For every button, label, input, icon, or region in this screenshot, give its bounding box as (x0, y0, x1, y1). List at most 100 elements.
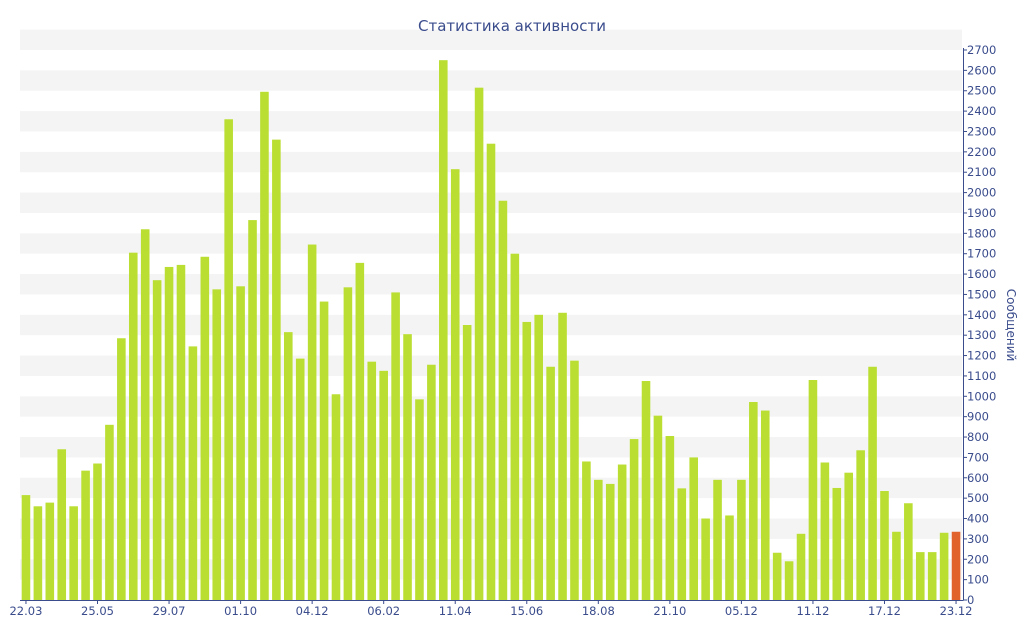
bar[interactable] (510, 253, 520, 600)
y-tick-label: 600 (967, 471, 989, 485)
bar[interactable] (570, 360, 579, 600)
bar[interactable] (558, 312, 567, 600)
bar[interactable] (152, 280, 162, 600)
bar[interactable] (188, 346, 198, 600)
y-tick-label: 100 (967, 573, 989, 587)
bar[interactable] (880, 491, 889, 600)
bar[interactable] (450, 169, 460, 600)
x-tick-label: 22.03 (9, 604, 42, 618)
bar[interactable] (295, 358, 305, 600)
bar[interactable] (474, 87, 484, 601)
bar[interactable] (927, 552, 937, 600)
y-tick-label: 1800 (967, 226, 996, 240)
bar[interactable] (796, 533, 806, 600)
bar[interactable] (725, 515, 734, 600)
bar[interactable] (617, 464, 627, 600)
y-axis: 0 100 200 300 400 500 600 700 800 900 1000 1100 1200… (963, 43, 996, 607)
bar[interactable] (856, 450, 865, 600)
bar[interactable] (737, 479, 746, 600)
bar[interactable] (760, 410, 770, 600)
bar[interactable] (307, 244, 317, 600)
y-tick-label: 700 (967, 450, 989, 464)
bar[interactable] (546, 366, 555, 600)
bar[interactable] (653, 415, 663, 600)
bar[interactable] (283, 332, 293, 600)
bar[interactable] (439, 60, 448, 601)
bar[interactable] (81, 470, 90, 600)
bar[interactable] (689, 457, 699, 600)
bar[interactable] (915, 552, 925, 600)
bar[interactable] (832, 487, 842, 600)
x-tick-label: 29.07 (153, 604, 186, 618)
bar[interactable] (713, 479, 722, 600)
bar[interactable] (248, 220, 257, 600)
bar[interactable] (749, 402, 758, 600)
y-tick-label: 1700 (967, 247, 996, 261)
bar[interactable] (117, 338, 126, 600)
bar[interactable] (200, 256, 210, 600)
bar[interactable] (331, 394, 341, 600)
y-tick-label: 1000 (967, 389, 996, 403)
bar[interactable] (534, 314, 543, 600)
bar[interactable] (45, 502, 55, 600)
bar[interactable] (951, 531, 961, 600)
bar[interactable] (367, 361, 377, 600)
grid-band (20, 111, 962, 132)
bar[interactable] (403, 334, 412, 600)
bar[interactable] (224, 119, 233, 600)
bar[interactable] (391, 292, 400, 600)
y-tick-label: 2500 (967, 84, 996, 98)
bar[interactable] (784, 561, 794, 600)
bar[interactable] (701, 518, 710, 600)
bar[interactable] (260, 91, 269, 600)
bar[interactable] (844, 472, 854, 600)
bar[interactable] (486, 143, 496, 600)
bar[interactable] (677, 488, 687, 600)
bar[interactable] (212, 289, 222, 600)
bar[interactable] (272, 139, 281, 600)
bar[interactable] (140, 229, 150, 600)
bar[interactable] (164, 266, 174, 600)
bar[interactable] (176, 264, 186, 600)
x-tick-label: 18.08 (582, 604, 615, 618)
y-tick-label: 800 (967, 430, 989, 444)
bar[interactable] (594, 479, 603, 600)
bar[interactable] (33, 506, 43, 600)
bar[interactable] (665, 436, 675, 600)
y-tick-label: 1300 (967, 328, 996, 342)
bar[interactable] (93, 463, 102, 600)
bar[interactable] (69, 506, 78, 600)
bar[interactable] (415, 399, 424, 600)
bar[interactable] (57, 449, 67, 600)
bar[interactable] (868, 366, 877, 600)
bar[interactable] (427, 364, 436, 600)
bar[interactable] (105, 424, 114, 600)
bar[interactable] (892, 531, 901, 600)
y-tick-label: 2300 (967, 124, 996, 138)
bar[interactable] (629, 439, 639, 600)
bar[interactable] (236, 286, 245, 600)
bar[interactable] (355, 262, 365, 600)
bar[interactable] (21, 495, 31, 600)
bar[interactable] (808, 380, 818, 600)
bar[interactable] (939, 532, 949, 600)
bar[interactable] (605, 483, 615, 600)
x-tick-label: 15.06 (510, 604, 543, 618)
bar[interactable] (820, 462, 830, 601)
bar[interactable] (128, 252, 138, 600)
bar[interactable] (522, 321, 532, 600)
y-tick-label: 0 (967, 593, 974, 607)
bar[interactable] (582, 461, 591, 600)
y-tick-label: 2000 (967, 186, 996, 200)
bar[interactable] (904, 503, 913, 600)
bar[interactable] (343, 287, 353, 600)
bar[interactable] (498, 200, 508, 601)
bar[interactable] (772, 552, 782, 600)
bar[interactable] (641, 381, 651, 600)
x-tick-label: 01.10 (224, 604, 257, 618)
bar[interactable] (319, 301, 329, 600)
bar[interactable] (379, 370, 388, 600)
y-tick-label: 300 (967, 532, 989, 546)
x-tick-label: 17.12 (868, 604, 901, 618)
bar[interactable] (462, 325, 472, 600)
